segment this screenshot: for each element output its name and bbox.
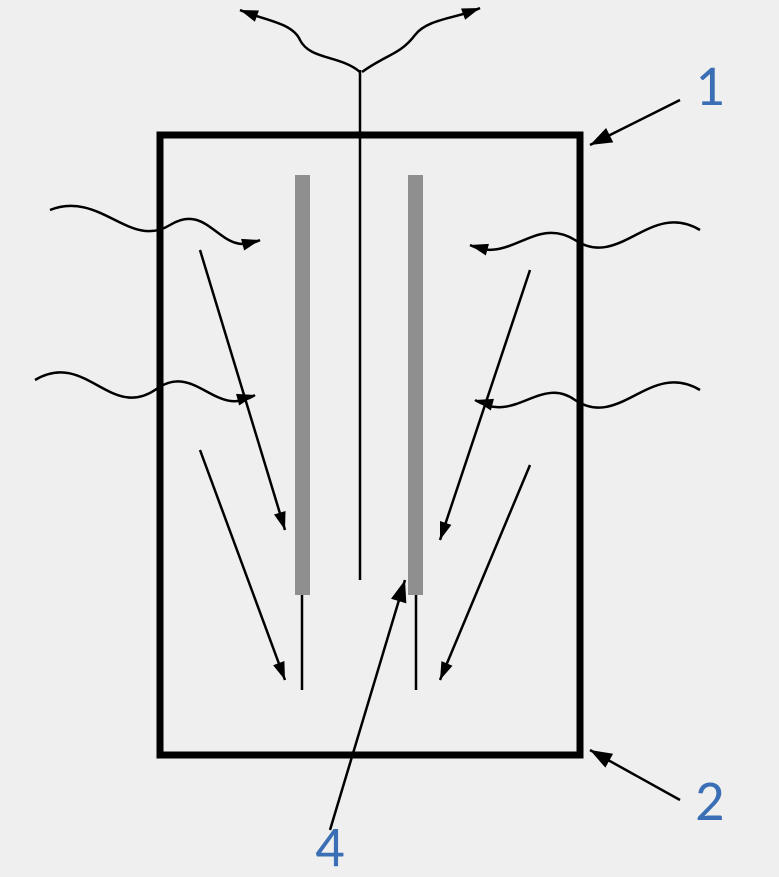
- electrode-left: [295, 175, 310, 595]
- label-2: 2: [695, 765, 724, 836]
- outer-box: [160, 135, 580, 755]
- label-1: 1: [695, 50, 724, 121]
- label-4: 4: [315, 811, 344, 877]
- diagram-canvas: 1 2 4: [0, 0, 779, 877]
- electrode-right: [408, 175, 423, 595]
